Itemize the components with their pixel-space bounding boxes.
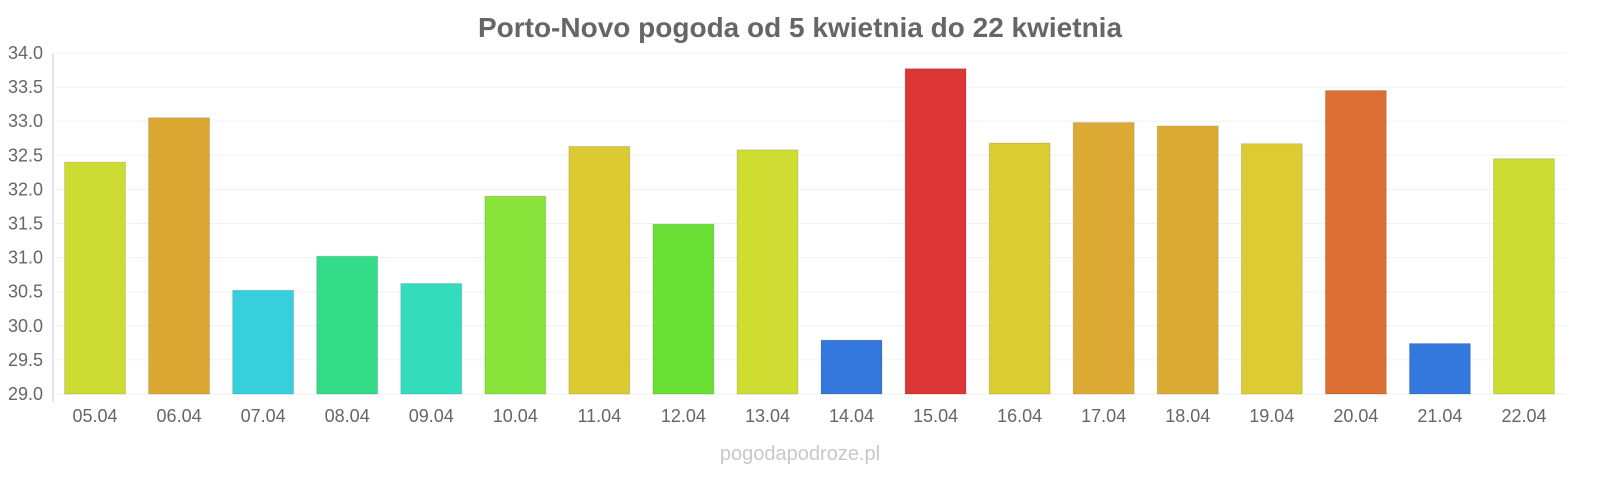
bar-07.04: [232, 289, 295, 395]
x-tick-label: 22.04: [1501, 406, 1546, 426]
x-tick-label: 05.04: [73, 406, 118, 426]
bar-16.04: [988, 142, 1051, 395]
x-tick-label: 12.04: [661, 406, 706, 426]
bar-14.04: [820, 339, 883, 395]
x-tick-label: 17.04: [1081, 406, 1126, 426]
x-tick-label: 11.04: [578, 406, 622, 426]
x-tick-label: 16.04: [997, 406, 1042, 426]
y-tick-label: 32.0: [8, 179, 43, 199]
bar-18.04: [1156, 125, 1219, 395]
x-tick-label: 08.04: [325, 406, 370, 426]
bar-21.04: [1408, 343, 1471, 395]
x-tick-label: 13.04: [745, 406, 790, 426]
x-tick-label: 06.04: [157, 406, 202, 426]
grid-lines: [53, 52, 1566, 395]
bar-10.04: [484, 195, 547, 395]
bar-12.04: [652, 223, 715, 395]
y-tick-label: 30.0: [8, 316, 43, 336]
y-tick-label: 29.0: [8, 384, 43, 404]
x-tick-label: 18.04: [1165, 406, 1210, 426]
y-tick-label: 30.5: [8, 282, 43, 302]
x-tick-label: 14.04: [829, 406, 874, 426]
bar-13.04: [736, 149, 799, 395]
bar-05.04: [64, 161, 126, 395]
x-tick-label: 21.04: [1417, 406, 1462, 426]
y-tick-label: 31.0: [8, 248, 43, 268]
bar-20.04: [1324, 90, 1387, 395]
x-tick-label: 20.04: [1333, 406, 1378, 426]
x-tick-label: 15.04: [913, 406, 958, 426]
bar-17.04: [1072, 122, 1135, 395]
bar-11.04: [568, 145, 631, 395]
bar-09.04: [400, 283, 463, 395]
watermark: pogodapodroze.pl: [720, 443, 880, 465]
bar-15.04: [904, 68, 967, 395]
bar-06.04: [148, 117, 211, 395]
bars: [64, 68, 1555, 395]
chart-title: Porto-Novo pogoda od 5 kwietnia do 22 kw…: [478, 12, 1122, 43]
y-tick-label: 33.5: [8, 77, 43, 97]
y-tick-label: 32.5: [8, 145, 43, 165]
y-tick-label: 31.5: [8, 214, 43, 234]
x-tick-label: 10.04: [493, 406, 538, 426]
x-tick-label: 09.04: [409, 406, 454, 426]
y-tick-label: 29.5: [8, 350, 43, 370]
x-tick-label: 19.04: [1249, 406, 1294, 426]
x-tick-label: 07.04: [241, 406, 286, 426]
y-tick-label: 33.0: [8, 111, 43, 131]
y-axis-ticks: 29.0 29.5 30.0 30.5 31.0 31.5 32.0 32.5 33.0 33.5…: [8, 43, 43, 404]
x-axis-ticks: 05.04 06.04 07.04 08.04 09.04 10.04 11.04 12.04…: [73, 406, 1547, 426]
bar-22.04: [1493, 158, 1555, 395]
bar-19.04: [1240, 143, 1303, 395]
y-tick-label: 34.0: [8, 43, 43, 63]
bar-08.04: [316, 255, 379, 395]
